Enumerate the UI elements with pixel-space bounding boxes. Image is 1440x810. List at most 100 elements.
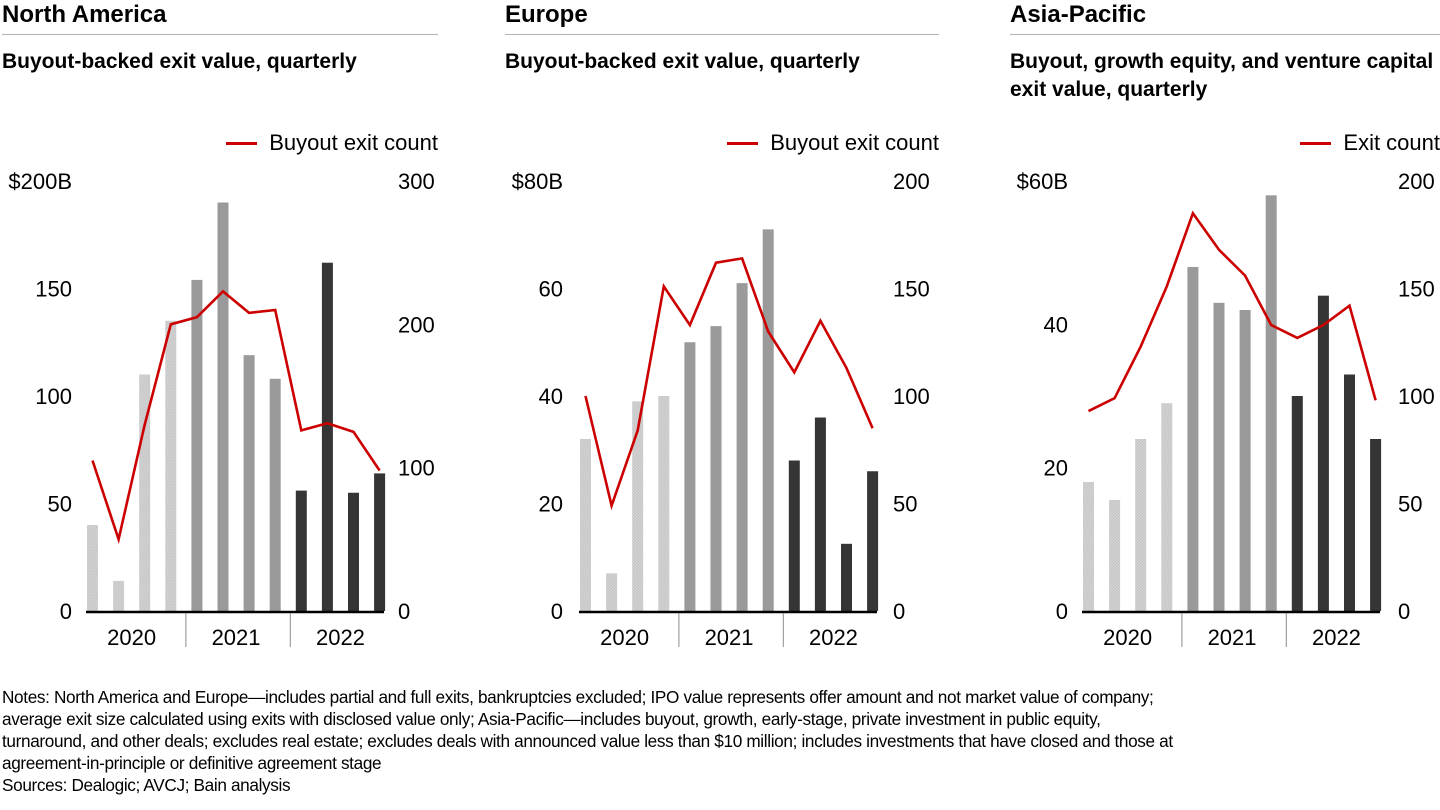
bar-2021-q3 bbox=[1239, 310, 1251, 611]
legend-label: Buyout exit count bbox=[269, 130, 438, 155]
right-axis-tick-label: 100 bbox=[398, 456, 435, 481]
x-axis-year-label: 2021 bbox=[705, 625, 754, 650]
bar-2020-q1 bbox=[87, 525, 98, 611]
right-axis-tick-label: 150 bbox=[1398, 277, 1435, 302]
bar-2021-q1 bbox=[684, 342, 696, 611]
chart-subtitle: Buyout-backed exit value, quarterly bbox=[505, 50, 860, 73]
right-axis-tick-label: 100 bbox=[893, 384, 930, 409]
left-axis-tick-label: 60 bbox=[539, 277, 563, 302]
right-axis-tick-label: 0 bbox=[1398, 599, 1410, 624]
right-axis-tick-label: 200 bbox=[893, 169, 930, 194]
region-title: Europe bbox=[505, 1, 588, 28]
bar-2021-q4 bbox=[269, 378, 281, 611]
legend-line-swatch bbox=[226, 141, 258, 145]
right-axis-tick-label: 200 bbox=[1398, 169, 1435, 194]
sources-line: Sources: Dealogic; AVCJ; Bain analysis bbox=[2, 775, 291, 795]
x-axis-year-label: 2021 bbox=[212, 625, 261, 650]
left-axis-tick-label: $80B bbox=[512, 169, 563, 194]
bar-2021-q3 bbox=[243, 355, 255, 611]
bar-2020-q2 bbox=[113, 580, 125, 611]
bar-2021-q2 bbox=[1213, 302, 1225, 611]
notes-line: average exit size calculated using exits… bbox=[2, 709, 1101, 729]
bar-2021-q1 bbox=[191, 279, 203, 611]
bar-2022-q2 bbox=[321, 262, 333, 611]
left-axis-tick-label: $60B bbox=[1017, 169, 1068, 194]
bar-2022-q3 bbox=[1344, 374, 1355, 611]
legend: Buyout exit count bbox=[226, 128, 438, 158]
x-axis-year-label: 2022 bbox=[316, 625, 365, 650]
bar-2021-q3 bbox=[736, 283, 748, 611]
x-axis-year-label: 2020 bbox=[1103, 625, 1152, 650]
bar-2021-q4 bbox=[762, 229, 774, 611]
bar-2020-q1 bbox=[1083, 482, 1094, 611]
bar-2022-q2 bbox=[814, 417, 826, 611]
left-axis-tick-label: 50 bbox=[48, 492, 72, 517]
title-divider bbox=[2, 34, 438, 35]
region-title: North America bbox=[2, 1, 167, 28]
x-axis-year-label: 2022 bbox=[809, 625, 858, 650]
bar-2022-q1 bbox=[788, 460, 800, 611]
bar-2020-q4 bbox=[1161, 403, 1173, 611]
bar-2022-q3 bbox=[348, 492, 359, 611]
bar-2020-q1 bbox=[580, 439, 591, 611]
exit-count-line bbox=[584, 256, 874, 511]
legend: Buyout exit count bbox=[727, 128, 939, 158]
legend: Exit count bbox=[1300, 128, 1440, 158]
bar-2021-q2 bbox=[217, 202, 229, 611]
right-axis-tick-label: 0 bbox=[893, 599, 905, 624]
left-axis-tick-label: 100 bbox=[35, 384, 72, 409]
right-axis-tick-label: 150 bbox=[893, 277, 930, 302]
bar-2022-q1 bbox=[295, 490, 307, 611]
bar-2021-q1 bbox=[1187, 267, 1199, 611]
x-axis-year-label: 2020 bbox=[600, 625, 649, 650]
legend-line-swatch bbox=[727, 141, 759, 145]
bar-2022-q4 bbox=[867, 471, 879, 611]
legend-line-swatch bbox=[1300, 141, 1332, 145]
exit-count-line bbox=[1087, 210, 1377, 413]
left-axis-tick-label: 0 bbox=[60, 599, 72, 624]
bar-2020-q2 bbox=[1109, 499, 1121, 611]
bar-2020-q2 bbox=[606, 573, 618, 611]
region-title: Asia-Pacific bbox=[1010, 1, 1147, 28]
right-axis-tick-label: 200 bbox=[398, 312, 435, 337]
x-axis-year-label: 2021 bbox=[1208, 625, 1257, 650]
right-axis-tick-label: 100 bbox=[1398, 384, 1435, 409]
left-axis-tick-label: 20 bbox=[1044, 456, 1068, 481]
left-axis-tick-label: 0 bbox=[551, 599, 563, 624]
left-axis-tick-label: 150 bbox=[35, 277, 72, 302]
right-axis-tick-label: 50 bbox=[893, 492, 917, 517]
bar-2020-q3 bbox=[139, 374, 151, 611]
title-divider bbox=[1010, 34, 1440, 35]
left-axis-tick-label: 40 bbox=[1044, 312, 1068, 337]
chart-subtitle: Buyout-backed exit value, quarterly bbox=[2, 50, 357, 73]
notes-line: agreement-in-principle or definitive agr… bbox=[2, 753, 382, 773]
bar-2020-q4 bbox=[658, 396, 670, 611]
title-divider bbox=[505, 34, 939, 35]
legend-label: Buyout exit count bbox=[770, 130, 939, 155]
left-axis-tick-label: $200B bbox=[8, 169, 72, 194]
bar-2022-q2 bbox=[1317, 295, 1329, 611]
bar-2021-q2 bbox=[710, 326, 722, 611]
left-axis-tick-label: 20 bbox=[539, 492, 563, 517]
legend-label: Exit count bbox=[1343, 130, 1440, 155]
x-axis-year-label: 2022 bbox=[1312, 625, 1361, 650]
x-axis-year-label: 2020 bbox=[107, 625, 156, 650]
bar-2022-q4 bbox=[374, 473, 386, 611]
bar-2021-q4 bbox=[1265, 195, 1277, 612]
exit-count-line bbox=[91, 289, 381, 545]
right-axis-tick-label: 300 bbox=[398, 169, 435, 194]
bar-2022-q4 bbox=[1370, 439, 1382, 611]
bar-2022-q3 bbox=[841, 543, 852, 611]
right-axis-tick-label: 50 bbox=[1398, 492, 1422, 517]
footnotes: Notes: North America and Europe—includes… bbox=[2, 686, 1438, 796]
bar-2020-q3 bbox=[632, 401, 644, 611]
notes-line: Notes: North America and Europe—includes… bbox=[2, 687, 1154, 707]
left-axis-tick-label: 0 bbox=[1056, 599, 1068, 624]
bar-2020-q4 bbox=[165, 320, 177, 611]
right-axis-tick-label: 0 bbox=[398, 599, 410, 624]
bar-2022-q1 bbox=[1291, 396, 1303, 611]
notes-line: turnaround, and other deals; excludes re… bbox=[2, 731, 1173, 751]
bar-2020-q3 bbox=[1135, 439, 1147, 611]
left-axis-tick-label: 40 bbox=[539, 384, 563, 409]
